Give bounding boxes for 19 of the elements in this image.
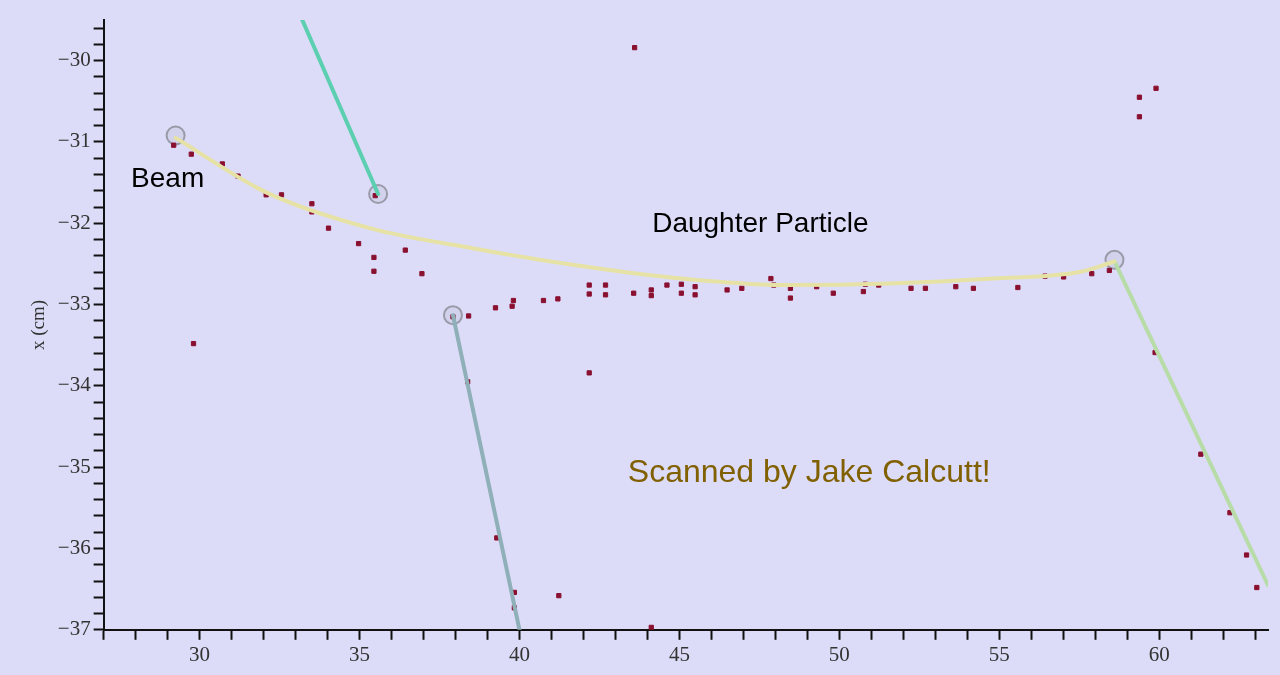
y-tick-label: −33 — [57, 291, 91, 316]
y-tick-label: −35 — [57, 453, 91, 478]
y-tick-label: −30 — [57, 47, 91, 72]
y-tick-label: −32 — [57, 209, 91, 234]
y-axis-title: x (cm) — [27, 299, 50, 350]
x-tick-label: 45 — [668, 641, 690, 666]
annotation: Scanned by Jake Calcutt! — [627, 452, 991, 489]
x-tick-label: 35 — [349, 641, 371, 666]
y-tick-label: −31 — [57, 128, 91, 153]
x-tick-label: 55 — [988, 641, 1010, 666]
y-tick-label: −36 — [57, 535, 91, 560]
x-tick-label: 50 — [828, 641, 850, 666]
x-tick-label: 60 — [1148, 641, 1170, 666]
annotation: Daughter Particle — [652, 207, 869, 238]
y-tick-label: −34 — [57, 372, 92, 397]
annotation: Beam — [131, 162, 205, 194]
x-tick-label: 40 — [508, 641, 530, 666]
x-tick-label: 30 — [189, 641, 211, 666]
y-tick-label: −37 — [57, 616, 91, 641]
